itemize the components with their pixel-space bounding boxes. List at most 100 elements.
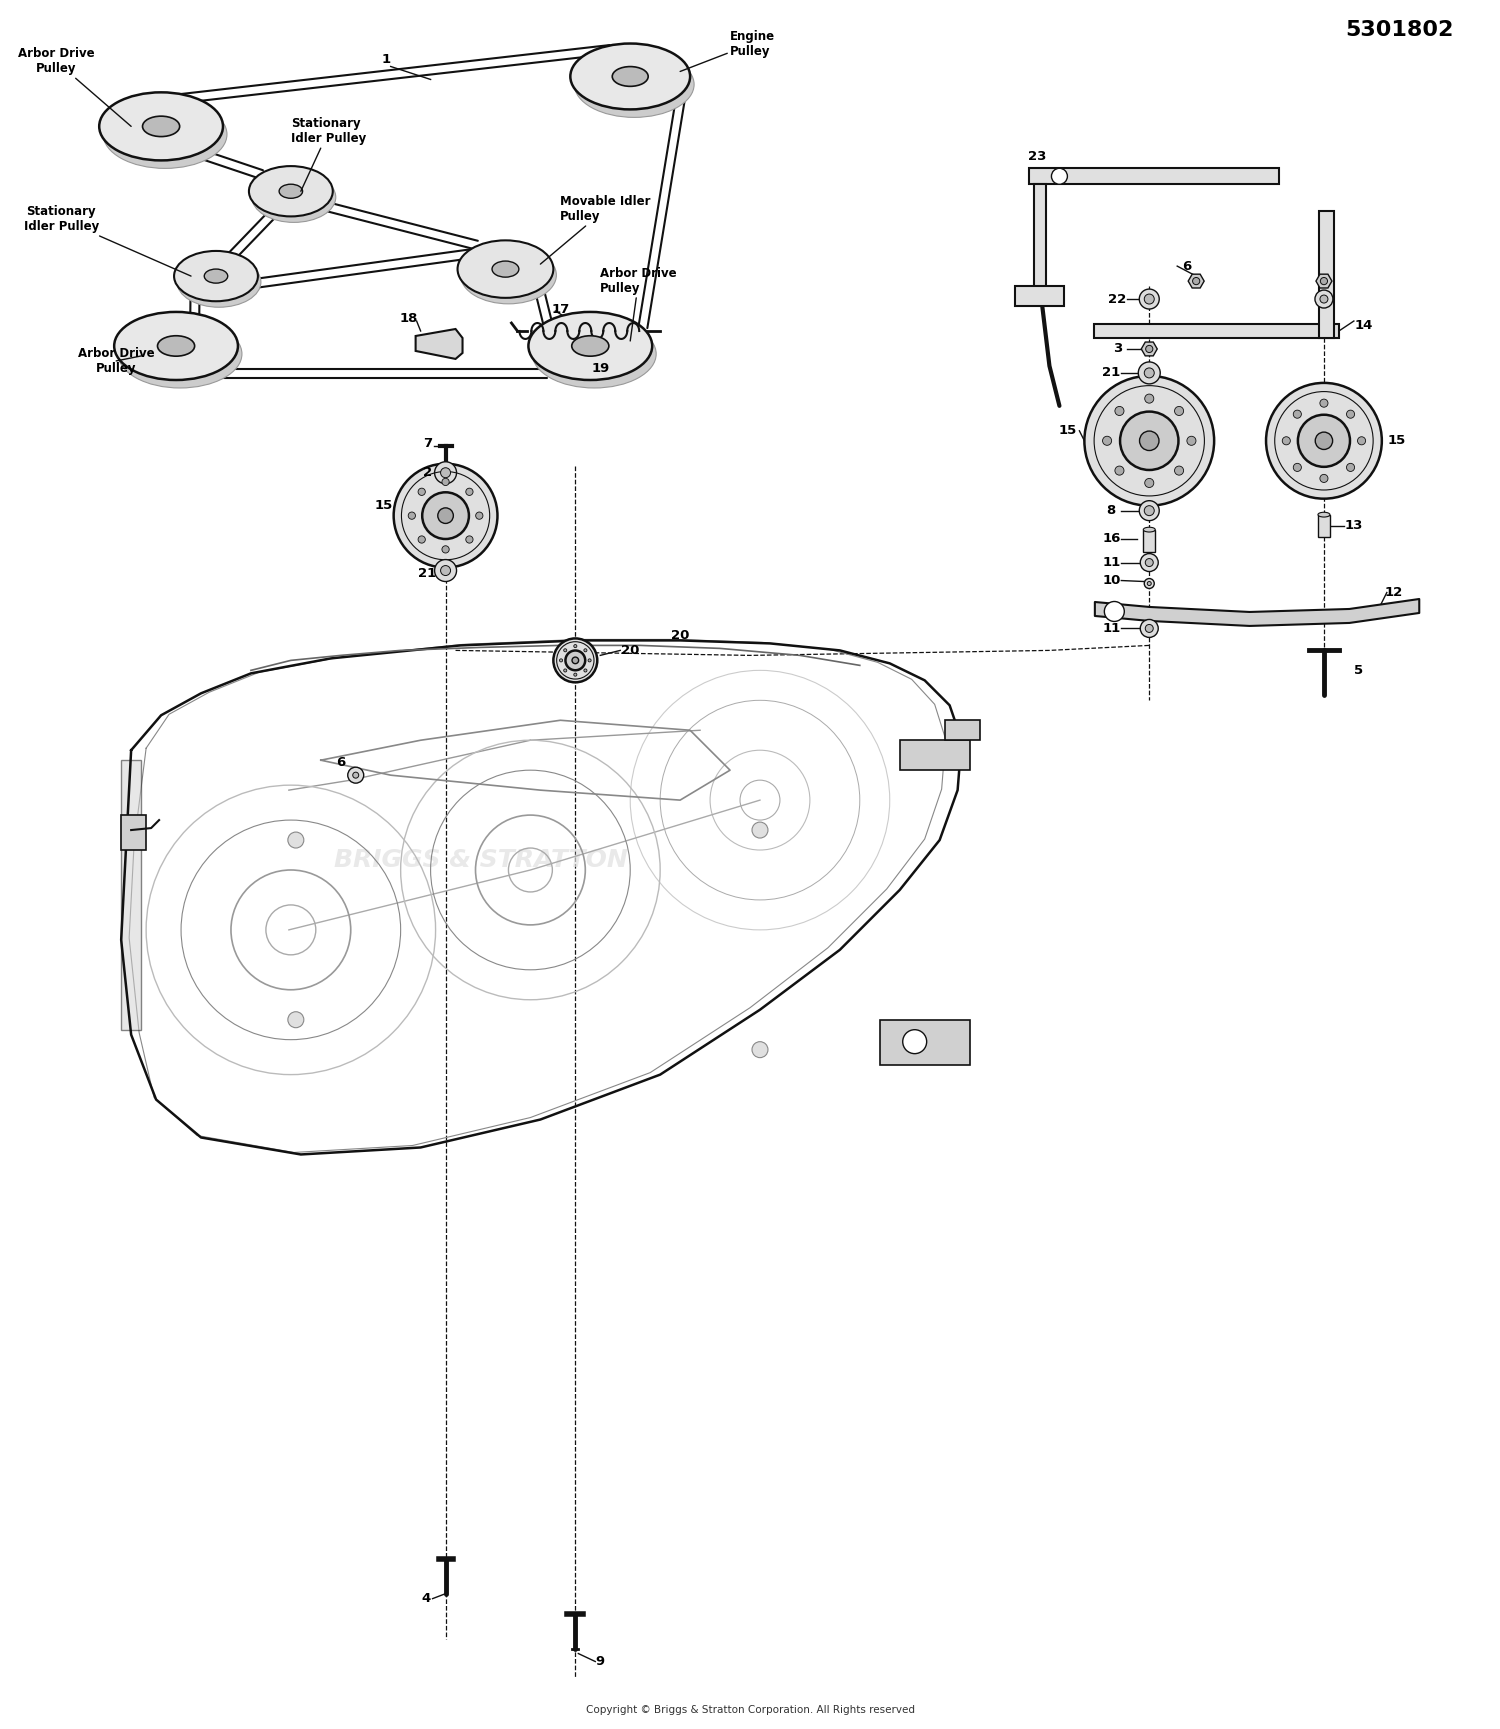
- Circle shape: [554, 638, 597, 683]
- Polygon shape: [1316, 275, 1332, 289]
- Text: 18: 18: [399, 311, 418, 325]
- Bar: [1143, 529, 1155, 552]
- Circle shape: [438, 508, 453, 524]
- Circle shape: [564, 669, 567, 673]
- Ellipse shape: [1143, 527, 1155, 533]
- Ellipse shape: [142, 116, 180, 137]
- Circle shape: [1293, 410, 1302, 418]
- Polygon shape: [416, 329, 462, 360]
- Text: 19: 19: [591, 363, 609, 375]
- Circle shape: [1347, 410, 1354, 418]
- Circle shape: [288, 1011, 304, 1027]
- Text: 12: 12: [1384, 586, 1402, 598]
- Circle shape: [1320, 399, 1328, 408]
- Circle shape: [1140, 619, 1158, 638]
- Text: Stationary
Idler Pulley: Stationary Idler Pulley: [24, 206, 190, 277]
- Ellipse shape: [252, 173, 336, 223]
- Circle shape: [1144, 294, 1155, 304]
- Circle shape: [1144, 368, 1155, 379]
- Circle shape: [442, 546, 448, 553]
- Circle shape: [752, 821, 768, 839]
- Circle shape: [1144, 394, 1154, 403]
- Circle shape: [1358, 437, 1365, 444]
- Circle shape: [435, 462, 456, 484]
- Circle shape: [1282, 437, 1290, 444]
- Ellipse shape: [572, 335, 609, 356]
- Text: 2: 2: [423, 467, 432, 479]
- Circle shape: [408, 512, 416, 519]
- Circle shape: [564, 648, 567, 652]
- Text: 21: 21: [419, 567, 436, 579]
- Text: Movable Idler
Pulley: Movable Idler Pulley: [540, 195, 651, 265]
- Ellipse shape: [570, 43, 690, 109]
- Text: 11: 11: [1102, 557, 1120, 569]
- Circle shape: [476, 512, 483, 519]
- Circle shape: [1102, 436, 1112, 446]
- Circle shape: [1174, 406, 1184, 415]
- Circle shape: [572, 657, 579, 664]
- Ellipse shape: [158, 335, 195, 356]
- Circle shape: [1316, 432, 1332, 450]
- Text: 11: 11: [1102, 622, 1120, 635]
- Polygon shape: [945, 721, 980, 740]
- Text: 15: 15: [1059, 424, 1077, 437]
- Polygon shape: [880, 1020, 969, 1065]
- Ellipse shape: [204, 270, 228, 284]
- Text: Arbor Drive
Pulley: Arbor Drive Pulley: [600, 266, 676, 341]
- Circle shape: [588, 659, 591, 662]
- Text: 1: 1: [381, 54, 390, 66]
- Text: BRIGGS & STRATTON: BRIGGS & STRATTON: [333, 847, 627, 871]
- Circle shape: [348, 768, 363, 783]
- Circle shape: [584, 669, 586, 673]
- Polygon shape: [1035, 185, 1047, 296]
- Text: Arbor Drive
Pulley: Arbor Drive Pulley: [18, 47, 130, 126]
- Ellipse shape: [1318, 512, 1330, 517]
- Text: 22: 22: [1108, 292, 1126, 306]
- Text: 10: 10: [1102, 574, 1120, 588]
- Ellipse shape: [528, 311, 652, 380]
- Ellipse shape: [574, 52, 694, 118]
- Ellipse shape: [532, 320, 656, 387]
- Circle shape: [1138, 361, 1160, 384]
- Text: 6: 6: [1182, 259, 1192, 273]
- Polygon shape: [122, 761, 141, 1030]
- Polygon shape: [900, 740, 969, 769]
- Ellipse shape: [458, 240, 554, 297]
- Circle shape: [1140, 501, 1160, 520]
- Circle shape: [1293, 463, 1302, 472]
- Text: Arbor Drive
Pulley: Arbor Drive Pulley: [78, 348, 154, 375]
- Polygon shape: [1188, 275, 1204, 289]
- Text: 6: 6: [336, 756, 345, 769]
- Circle shape: [1192, 277, 1200, 285]
- Bar: [1318, 515, 1330, 536]
- Circle shape: [1140, 431, 1160, 451]
- Circle shape: [1320, 296, 1328, 303]
- Text: 7: 7: [423, 437, 432, 450]
- Text: 21: 21: [1102, 367, 1120, 379]
- Text: 20: 20: [621, 643, 639, 657]
- Circle shape: [1104, 602, 1125, 621]
- Circle shape: [466, 536, 472, 543]
- Text: 16: 16: [1102, 533, 1120, 545]
- Text: 15: 15: [375, 500, 393, 512]
- Text: Engine
Pulley: Engine Pulley: [680, 29, 776, 71]
- Circle shape: [393, 463, 498, 567]
- Circle shape: [422, 493, 470, 539]
- Circle shape: [1120, 412, 1179, 470]
- Circle shape: [1114, 467, 1124, 475]
- Ellipse shape: [118, 320, 242, 387]
- Circle shape: [1347, 463, 1354, 472]
- Circle shape: [1052, 168, 1068, 185]
- Circle shape: [752, 1041, 768, 1058]
- Circle shape: [1140, 289, 1160, 309]
- Circle shape: [1114, 406, 1124, 415]
- Circle shape: [1266, 382, 1382, 498]
- Circle shape: [1320, 474, 1328, 482]
- Circle shape: [574, 645, 578, 648]
- Polygon shape: [1095, 323, 1340, 337]
- Circle shape: [1144, 579, 1155, 588]
- Circle shape: [1186, 436, 1196, 446]
- Circle shape: [419, 488, 426, 496]
- Circle shape: [288, 832, 304, 847]
- Polygon shape: [1318, 211, 1334, 337]
